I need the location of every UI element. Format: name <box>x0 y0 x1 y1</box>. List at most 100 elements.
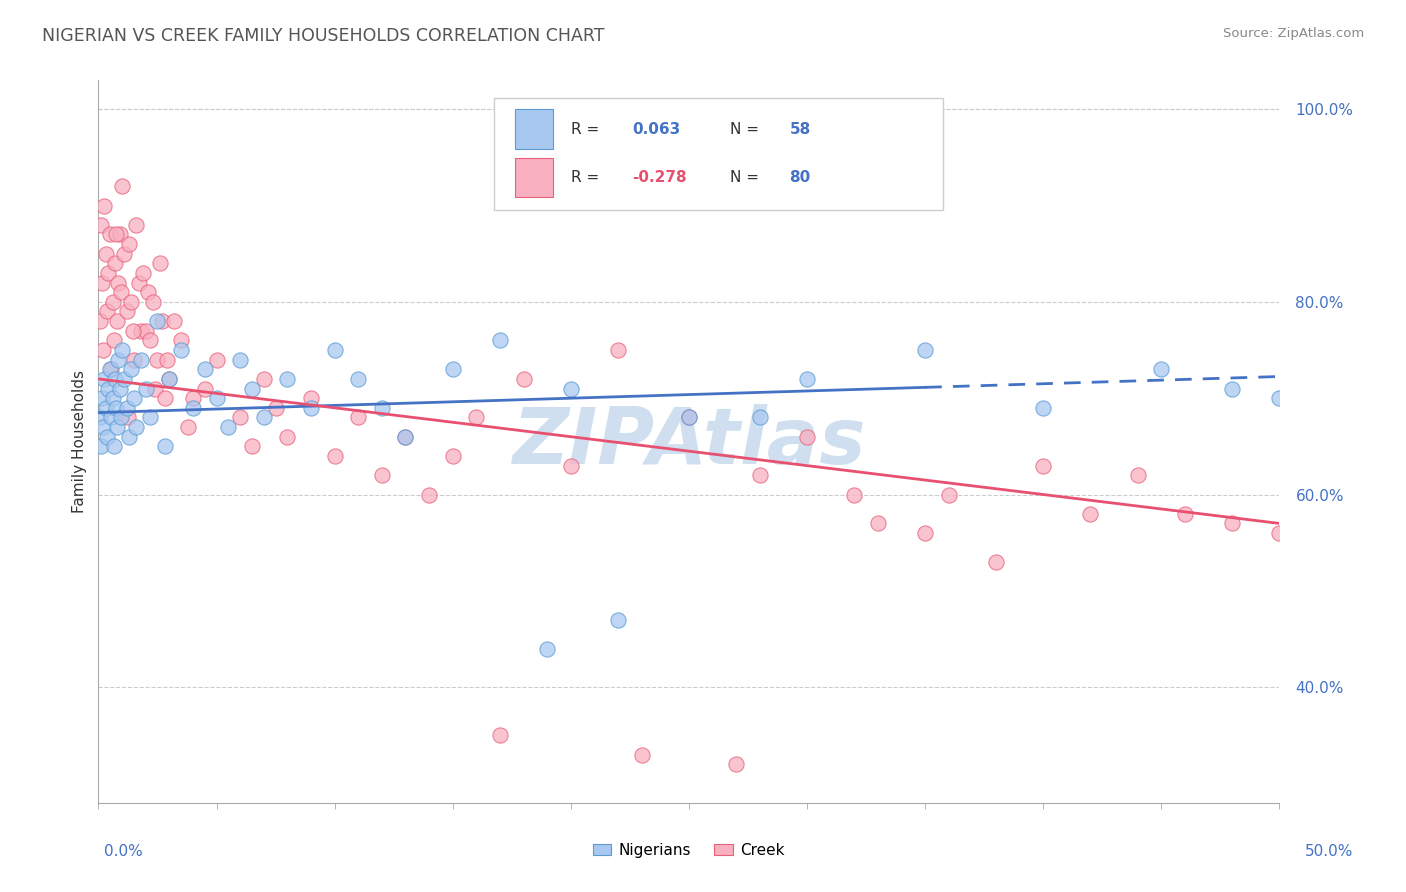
Point <box>96 430 118 444</box>
Point <box>89 410 111 425</box>
Point <box>194 382 217 396</box>
Point <box>323 343 346 357</box>
Point <box>146 314 169 328</box>
Point <box>112 372 135 386</box>
Text: NIGERIAN VS CREEK FAMILY HOUSEHOLDS CORRELATION CHART: NIGERIAN VS CREEK FAMILY HOUSEHOLDS CORR… <box>42 27 605 45</box>
Point <box>157 372 180 386</box>
Point <box>136 285 159 300</box>
Point <box>1150 362 1173 376</box>
Point <box>121 294 143 309</box>
Point <box>91 420 114 434</box>
Text: Source: ZipAtlas.com: Source: ZipAtlas.com <box>1223 27 1364 40</box>
Point <box>90 439 112 453</box>
Point <box>150 314 173 328</box>
Point <box>748 410 770 425</box>
Point <box>146 352 169 367</box>
Point <box>607 343 630 357</box>
Point <box>121 362 143 376</box>
Point <box>347 410 370 425</box>
Point <box>125 218 148 232</box>
Point <box>110 410 132 425</box>
Point <box>394 430 416 444</box>
Point <box>748 468 770 483</box>
Point <box>866 516 889 531</box>
Point <box>108 227 131 242</box>
Point <box>118 430 141 444</box>
Bar <box>516 109 553 149</box>
Point <box>181 391 204 405</box>
Point <box>142 294 165 309</box>
Point <box>229 410 252 425</box>
Point <box>441 362 464 376</box>
Point <box>153 439 176 453</box>
Point <box>93 198 115 212</box>
Point <box>1268 526 1291 541</box>
Point <box>217 420 239 434</box>
Point <box>264 401 287 415</box>
Point <box>276 430 298 444</box>
Point <box>678 410 700 425</box>
Point <box>107 352 129 367</box>
Text: 0.0%: 0.0% <box>104 845 143 859</box>
Point <box>418 487 440 501</box>
Bar <box>516 158 553 197</box>
Point <box>101 391 124 405</box>
Text: R =: R = <box>571 170 605 185</box>
Point <box>276 372 298 386</box>
Point <box>512 372 534 386</box>
Point <box>139 334 162 348</box>
Point <box>135 324 157 338</box>
Text: R =: R = <box>571 121 605 136</box>
Point <box>103 334 125 348</box>
Point <box>111 343 134 357</box>
Point <box>323 449 346 463</box>
Point <box>678 410 700 425</box>
Point <box>118 237 141 252</box>
Point <box>107 276 129 290</box>
Point <box>117 410 139 425</box>
Point <box>135 382 157 396</box>
Point <box>163 314 186 328</box>
Point <box>115 401 138 415</box>
Point <box>1220 382 1243 396</box>
Point <box>129 324 152 338</box>
Point <box>489 728 512 742</box>
Point <box>1080 507 1102 521</box>
Point <box>122 391 145 405</box>
Point <box>97 382 120 396</box>
Point <box>938 487 960 501</box>
Point <box>229 352 252 367</box>
Point <box>108 382 131 396</box>
Point <box>89 314 111 328</box>
Point <box>105 420 128 434</box>
Point <box>1126 468 1149 483</box>
Point <box>914 526 936 541</box>
Point <box>630 747 652 762</box>
Point <box>91 276 114 290</box>
Point <box>394 430 416 444</box>
Point <box>441 449 464 463</box>
Point <box>536 641 558 656</box>
Point <box>914 343 936 357</box>
Point <box>122 352 145 367</box>
Text: N =: N = <box>730 170 763 185</box>
Point <box>105 227 128 242</box>
Point <box>1032 458 1054 473</box>
Point <box>170 334 193 348</box>
FancyBboxPatch shape <box>494 98 943 211</box>
Point <box>103 439 125 453</box>
Point <box>240 439 263 453</box>
Text: ZIPAtlas: ZIPAtlas <box>512 403 866 480</box>
Point <box>98 227 121 242</box>
Point <box>253 372 276 386</box>
Point <box>205 352 228 367</box>
Point <box>94 246 117 260</box>
Point <box>93 372 115 386</box>
Point <box>105 314 128 328</box>
Point <box>1268 391 1291 405</box>
Point <box>105 401 128 415</box>
Point <box>299 401 322 415</box>
Point <box>371 468 394 483</box>
Point <box>299 391 322 405</box>
Point <box>489 334 512 348</box>
